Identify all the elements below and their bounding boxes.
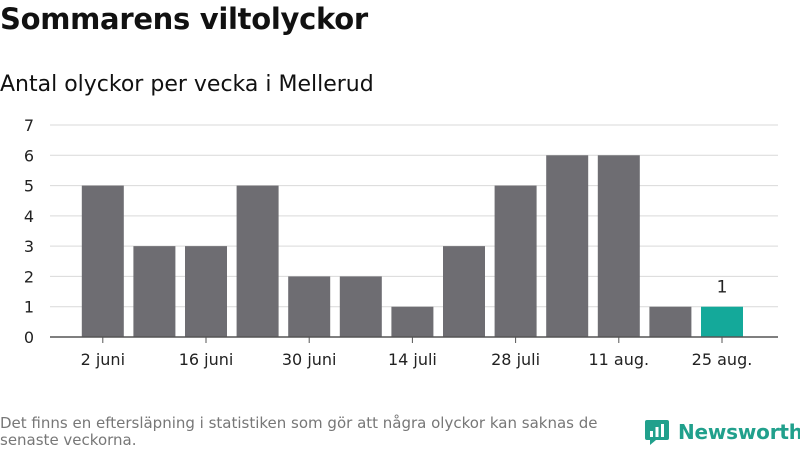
bar-2-juni bbox=[81, 185, 124, 337]
bar-30-juni bbox=[288, 276, 331, 337]
x-tick-label: 14 juli bbox=[388, 350, 437, 369]
bar-28-juli bbox=[494, 185, 537, 337]
bar-16-juni bbox=[185, 246, 227, 337]
x-tick-label: 25 aug. bbox=[692, 350, 753, 369]
y-tick-label: 3 bbox=[24, 237, 34, 256]
y-tick-label: 5 bbox=[24, 177, 34, 196]
bar-9-juni bbox=[133, 246, 176, 337]
bar-data-label: 1 bbox=[717, 278, 728, 298]
brand-name: Newsworthy bbox=[678, 420, 800, 444]
x-tick-label: 11 aug. bbox=[588, 350, 649, 369]
y-tick-label: 6 bbox=[24, 146, 34, 165]
x-tick-label: 2 juni bbox=[81, 350, 125, 369]
chart-subtitle: Antal olyckor per vecka i Mellerud bbox=[0, 72, 374, 97]
y-tick-label: 0 bbox=[24, 328, 34, 347]
bar-chart: 0 1 2 3 4 5 6 7 1 2 juni 16 juni 30 juni 14 juli 28 j… bbox=[24, 116, 778, 369]
y-tick-label: 4 bbox=[24, 207, 34, 226]
brand: Newsworthy bbox=[644, 418, 800, 446]
y-tick-label: 7 bbox=[24, 116, 34, 135]
x-tick-label: 16 juni bbox=[179, 350, 234, 369]
bar-18-aug bbox=[649, 306, 692, 337]
bar-23-juni bbox=[236, 185, 279, 337]
bar-4-aug bbox=[546, 155, 589, 337]
x-tick-label: 28 juli bbox=[491, 350, 540, 369]
chart-title: Sommarens viltolyckor bbox=[0, 2, 368, 36]
bar-11-aug bbox=[597, 155, 640, 337]
y-tick-label: 1 bbox=[24, 298, 34, 317]
newsworthy-logo-icon bbox=[645, 420, 669, 445]
x-tick-label: 30 juni bbox=[282, 350, 337, 369]
bar-21-juli bbox=[443, 246, 485, 337]
y-tick-label: 2 bbox=[24, 267, 34, 286]
bar-7-juli bbox=[339, 276, 382, 337]
footnote: Det finns en eftersläpning i statistiken… bbox=[0, 414, 598, 449]
bar-14-juli bbox=[391, 306, 434, 337]
bar-25-aug bbox=[701, 306, 743, 337]
